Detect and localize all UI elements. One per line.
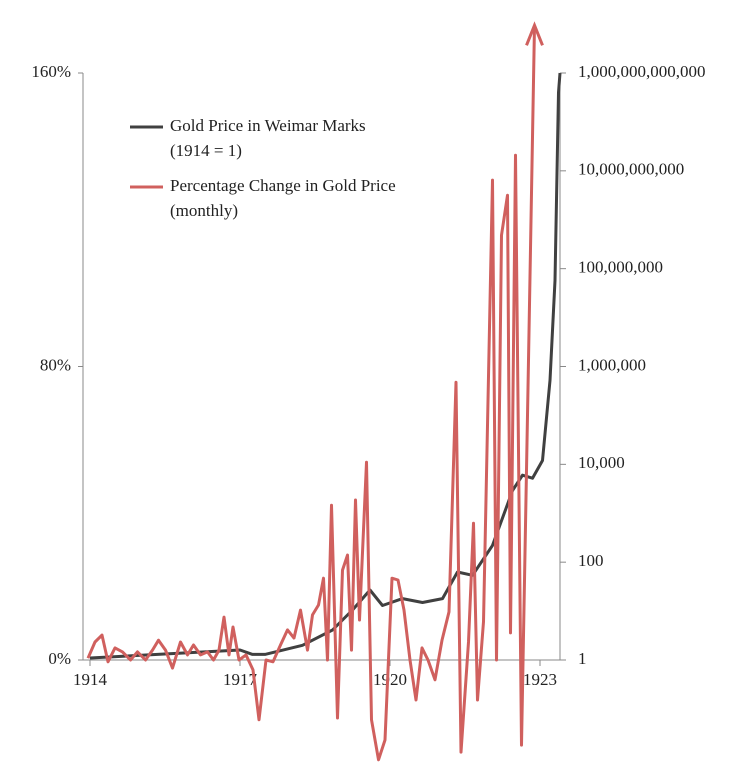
x-tick-label: 1914 bbox=[73, 670, 108, 689]
y2-tick-label: 10,000 bbox=[578, 453, 625, 472]
legend-line: (1914 = 1) bbox=[170, 141, 242, 160]
legend-label: Gold Price in Weimar Marks (1914 = 1) bbox=[170, 116, 366, 160]
y-tick-label: 0% bbox=[48, 649, 71, 668]
legend-line: Gold Price in Weimar Marks bbox=[170, 116, 366, 135]
legend-line: (monthly) bbox=[170, 201, 238, 220]
legend-line: Percentage Change in Gold Price bbox=[170, 176, 396, 195]
y-tick-label: 160% bbox=[31, 62, 71, 81]
arrowhead bbox=[525, 21, 544, 46]
series-line bbox=[86, 25, 536, 762]
y2-tick-label: 1,000,000,000,000 bbox=[578, 62, 706, 81]
y2-tick-label: 1,000,000 bbox=[578, 355, 646, 374]
y2-tick-label: 100 bbox=[578, 551, 604, 570]
legend-label: Percentage Change in Gold Price (monthly) bbox=[170, 176, 396, 220]
y-tick-label: 80% bbox=[40, 355, 71, 374]
x-tick-label: 1917 bbox=[223, 670, 258, 689]
x-tick-label: 1920 bbox=[373, 670, 407, 689]
y2-tick-label: 10,000,000,000 bbox=[578, 160, 684, 179]
x-tick-label: 1923 bbox=[523, 670, 557, 689]
series-line bbox=[89, 72, 562, 660]
y2-tick-label: 100,000,000 bbox=[578, 258, 663, 277]
y2-tick-label: 1 bbox=[578, 649, 587, 668]
